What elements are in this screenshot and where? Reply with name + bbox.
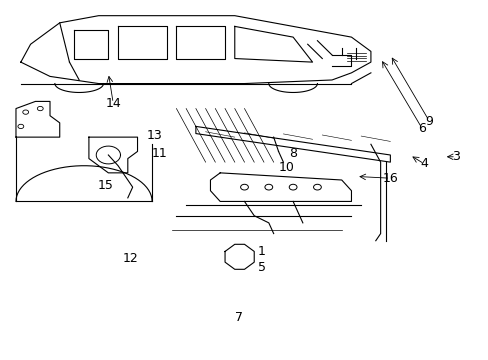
Text: 7: 7	[234, 311, 242, 324]
Text: 3: 3	[451, 150, 459, 163]
Text: 10: 10	[278, 161, 294, 174]
Text: 15: 15	[98, 179, 114, 192]
Text: 1: 1	[257, 245, 265, 258]
Text: 11: 11	[151, 147, 167, 160]
Text: 12: 12	[122, 252, 138, 265]
Text: 13: 13	[146, 129, 162, 142]
Text: 16: 16	[382, 172, 397, 185]
Text: 8: 8	[288, 147, 297, 160]
Text: 6: 6	[417, 122, 425, 135]
Text: 5: 5	[257, 261, 265, 274]
Text: 4: 4	[420, 157, 427, 170]
Text: 14: 14	[105, 97, 121, 110]
Text: 9: 9	[425, 114, 432, 127]
